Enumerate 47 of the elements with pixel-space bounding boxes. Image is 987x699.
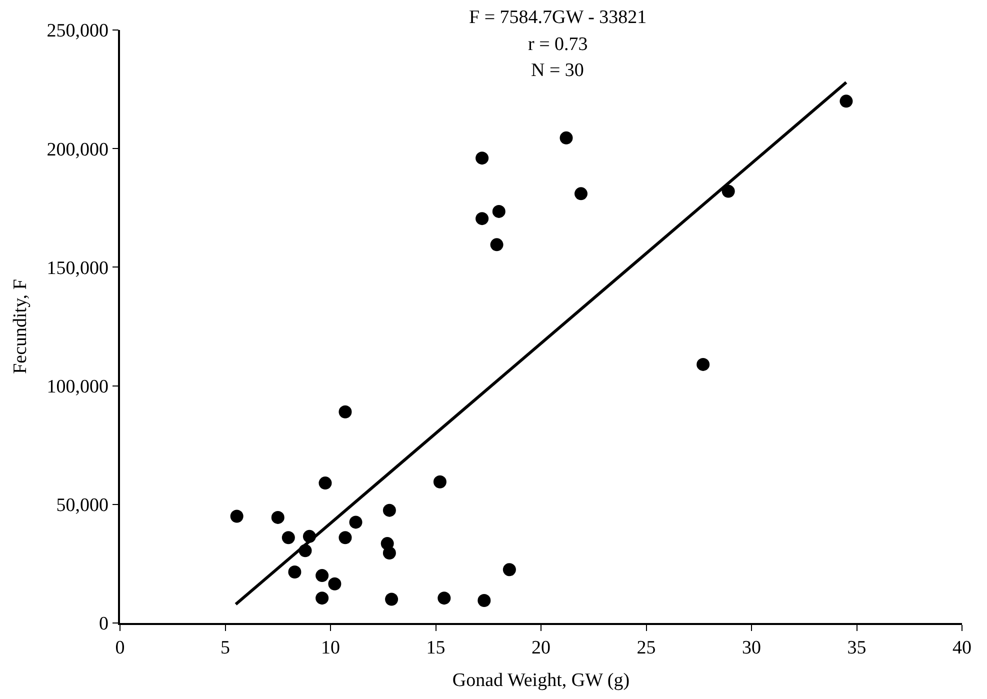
point (328, 577, 342, 590)
point (316, 592, 329, 605)
point (271, 510, 284, 524)
x-tick-label: 35 (847, 638, 866, 659)
annotation: N = 30 (531, 60, 584, 81)
point (338, 531, 352, 544)
point (338, 405, 352, 418)
point (288, 566, 302, 578)
point (230, 510, 244, 523)
point (385, 592, 398, 606)
x-tick-label: 5 (220, 638, 230, 659)
point (476, 152, 489, 165)
y-axis-title: Fecundity, F (10, 279, 32, 374)
point (722, 184, 735, 198)
point (282, 531, 295, 544)
text: F = 7584.7GW - 33821 (469, 7, 647, 28)
x-tick-label: 40 (952, 638, 972, 659)
point (478, 594, 491, 607)
point (382, 504, 396, 517)
x-tick-label: 10 (321, 638, 340, 659)
point (490, 238, 504, 252)
point (574, 187, 588, 200)
point (349, 516, 362, 529)
point (316, 569, 329, 582)
point (382, 546, 396, 560)
point (696, 358, 710, 371)
x-tick-label: 25 (636, 638, 656, 659)
point (318, 476, 332, 490)
point (502, 563, 516, 576)
x-tick-label: 20 (532, 638, 550, 659)
x-tick-label: 15 (426, 638, 446, 659)
y-tick-label: 100,000 (46, 376, 108, 398)
y-tick-label: 150,000 (46, 258, 108, 279)
point (433, 475, 446, 488)
x-tick-label: 30 (742, 638, 761, 659)
point (476, 212, 489, 226)
point (438, 592, 451, 605)
point (840, 94, 853, 108)
point (560, 131, 573, 144)
y-tick-label: 250,000 (46, 20, 108, 42)
y-tick-label: 50,000 (56, 495, 108, 516)
y-tick-label: 0 (98, 614, 108, 635)
x-tick-label: 0 (115, 638, 125, 659)
y-tick-label: 200,000 (46, 139, 108, 160)
x-axis-title: Gonad Weight, GW (g) (452, 670, 630, 691)
annotation: r = 0.73 (528, 34, 588, 55)
point (492, 204, 506, 218)
